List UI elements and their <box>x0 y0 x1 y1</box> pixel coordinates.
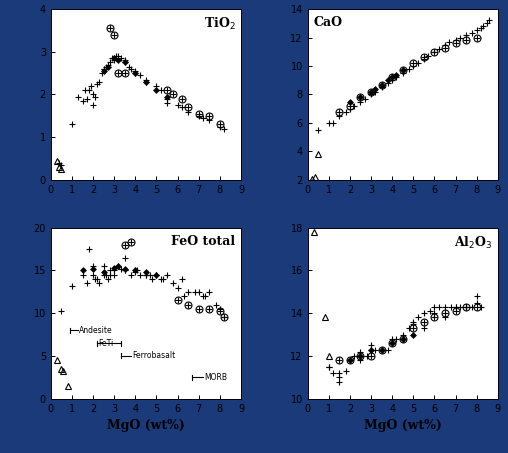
Text: MORB: MORB <box>204 373 227 382</box>
Text: Al$_2$O$_3$: Al$_2$O$_3$ <box>454 235 492 251</box>
Text: FeTi: FeTi <box>99 338 114 347</box>
X-axis label: MgO (wt%): MgO (wt%) <box>107 419 185 432</box>
Text: CaO: CaO <box>313 16 342 29</box>
Text: FeO total: FeO total <box>171 235 235 248</box>
Text: TiO$_2$: TiO$_2$ <box>204 16 235 32</box>
Text: Ferrobasalt: Ferrobasalt <box>132 352 175 361</box>
X-axis label: MgO (wt%): MgO (wt%) <box>364 419 441 432</box>
Text: Andesite: Andesite <box>79 326 113 335</box>
